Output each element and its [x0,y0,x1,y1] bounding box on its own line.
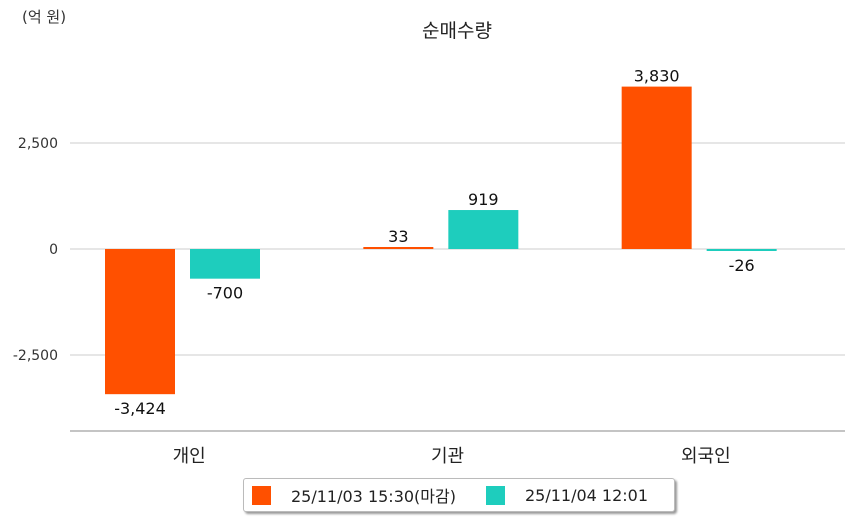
legend-swatch-1 [252,485,271,505]
data-label: -3,424 [114,399,166,418]
y-tick-label: -2,500 [13,348,58,364]
bar-1[interactable] [363,247,434,249]
data-label: 919 [468,190,499,209]
y-tick-label: 0 [49,242,58,258]
data-label: 33 [388,227,408,246]
legend-item-1[interactable]: 25/11/03 15:30(마감) [252,483,456,507]
legend-label-2: 25/11/04 12:01 [524,485,649,505]
bar-1[interactable] [621,86,692,249]
chart-title: 순매수량 [422,20,492,42]
bar-2[interactable] [190,249,260,279]
bar-2[interactable] [448,210,519,249]
bar-2[interactable] [706,249,777,251]
data-label: 3,830 [634,67,680,86]
y-tick-label: 2,500 [18,136,58,152]
bar-1[interactable] [105,249,175,395]
x-tick-label: 외국인 [681,446,731,467]
x-tick-label: 개인 [173,446,206,467]
legend-label-1: 25/11/03 15:30(마감) [291,487,456,506]
legend-item-2[interactable]: 25/11/04 12:01 [485,485,649,505]
data-label: -26 [729,256,755,275]
unit-label: (억 원) [22,8,66,26]
x-tick-label: 기관 [431,446,464,467]
legend-swatch-2 [485,485,505,505]
legend: 25/11/03 15:30(마감) 25/11/04 12:01 [243,478,675,512]
data-label: -700 [207,284,243,303]
